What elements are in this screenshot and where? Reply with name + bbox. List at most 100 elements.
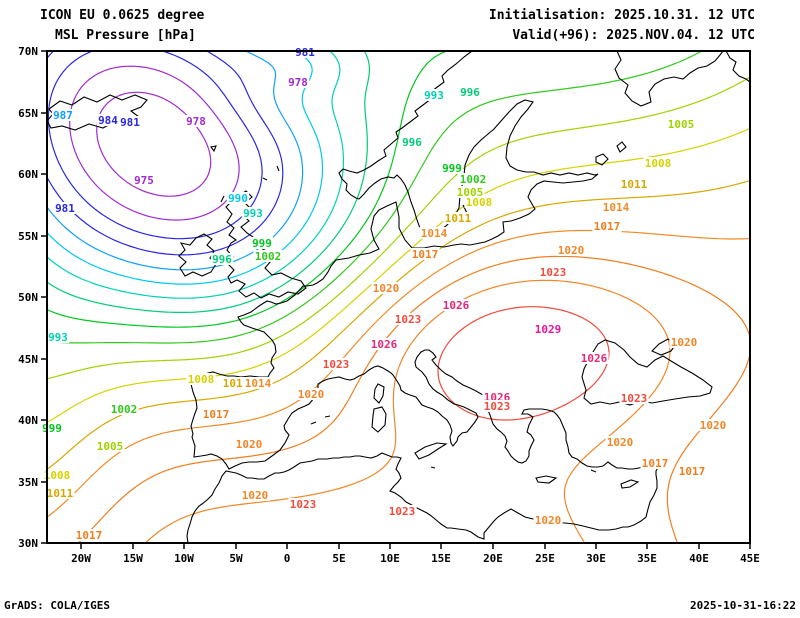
coastline-path [614,51,724,107]
isobar-label-mask [533,323,563,335]
isobar-1002 [47,51,703,344]
isobar-label-mask [482,400,512,412]
isobar-1017 [78,255,750,543]
isobar-label-1020: 1020 [373,282,400,295]
lon-tick-label: 5W [229,552,243,565]
isobar-label-1017: 1017 [679,465,706,478]
isobar-label-1008: 1008 [645,157,672,170]
isobar-label-mask [410,248,440,260]
isobar-label-987: 987 [53,109,73,122]
isobar-label-mask [698,419,728,431]
isobar-label-mask [579,352,609,364]
coastline-path [276,165,280,172]
isobar-label-999: 999 [442,162,462,175]
isobar-label-1005: 1005 [668,118,695,131]
isobar-label-mask [96,114,120,126]
grads-credit: GrADS: COLA/IGES [4,599,110,612]
isobar-label-mask [400,136,424,148]
lat-tick-label: 65N [18,107,38,120]
isobar-label-1023: 1023 [395,313,422,326]
isobar-label-981: 981 [55,202,75,215]
lon-tick-label: 20E [483,552,503,565]
isobar-label-1014: 1014 [245,377,272,390]
coastline-path [535,475,558,484]
lat-tick-label: 35N [18,476,38,489]
isobar-label-1011: 1011 [47,487,74,500]
coastline-path [210,145,217,153]
coastlines [47,51,750,543]
coastline-path [310,421,317,425]
lat-tick-label: 30N [18,537,38,550]
isobar-label-mask [458,86,482,98]
isobar-label-mask [533,514,563,526]
isobar-label-mask [441,299,471,311]
isobar-label-1017: 1017 [76,529,103,542]
model-title: ICON EU 0.0625 degree [40,8,205,23]
lon-tick-label: 15E [431,552,451,565]
coastline-path [430,466,436,469]
isobar-label-mask [458,173,488,185]
isobar-label-975: 975 [134,174,154,187]
isobar-label-mask [250,237,274,249]
isobar-label-mask [74,529,104,541]
isobar-label-mask [46,331,70,343]
isobar-label-1005: 1005 [97,440,124,453]
isobar-label-1008: 1008 [44,469,71,482]
isobar-label-mask [440,162,464,174]
isobar-label-mask [601,201,631,213]
lat-tick-label: 50N [18,291,38,304]
isobar-label-993: 993 [48,331,68,344]
valid-time-label: Valid(+96): 2025.NOV.04. 12 UTC [512,28,755,43]
axes: 70N 65N 60N 55N 50N 45N 40N 35N 30N 20W 15W 10W 5W 0 5… [18,45,760,565]
variable-title: MSL Pressure [hPa] [55,28,196,43]
isobar-label-mask [619,392,649,404]
isobar-label-mask [118,116,142,128]
isobar-label-978: 978 [288,76,308,89]
coastline-path [262,177,268,181]
isobar-label-984: 984 [98,114,118,127]
isobar-label-mask [221,377,251,389]
lat-tick-label: 45N [18,353,38,366]
isobar-label-1020: 1020 [558,244,585,257]
isobar-996 [47,51,370,313]
isobar-label-mask [464,196,494,208]
isobar-label-mask [393,313,423,325]
isobar-label-mask [184,115,208,127]
isobar-label-996: 996 [212,253,232,266]
isobar-label-978: 978 [186,115,206,128]
isobar-label-1020: 1020 [700,419,727,432]
isobar-label-981: 981 [295,46,315,59]
isobar-label-1023: 1023 [389,505,416,518]
isobar-label-mask [538,266,568,278]
lon-tick-label: 5E [332,552,345,565]
isobar-label-1020: 1020 [535,514,562,527]
isobar-984 [47,51,284,256]
lon-tick-label: 0 [284,552,291,565]
isobar-label-mask [109,403,139,415]
isobar-981 [47,51,263,240]
isobar-label-mask [321,358,351,370]
isobar-label-1008: 1008 [466,196,493,209]
isobar-label-mask [42,469,72,481]
isobar-label-mask [605,436,635,448]
isobar-label-mask [234,438,264,450]
isobar-label-mask [666,118,696,130]
isobar-1008 [47,127,750,424]
isobar-label-993: 993 [424,89,444,102]
isobar-label-1011: 1011 [223,377,250,390]
render-timestamp: 2025-10-31-16:22 [690,599,796,612]
isobar-label-1002: 1002 [111,403,138,416]
isobar-label-996: 996 [402,136,422,149]
isobar-label-mask [296,388,326,400]
isobar-label-1026: 1026 [371,338,398,351]
isobar-label-1017: 1017 [594,220,621,233]
isobar-label-1023: 1023 [621,392,648,405]
isobar-label-1014: 1014 [421,227,448,240]
isobar-label-mask [419,227,449,239]
isobar-label-1017: 1017 [203,408,230,421]
lon-tick-label: 10E [380,552,400,565]
isobar-label-999: 999 [42,422,62,435]
isobar-978 [69,65,240,221]
isobar-label-999: 999 [252,237,272,250]
isobar-label-mask [243,377,273,389]
